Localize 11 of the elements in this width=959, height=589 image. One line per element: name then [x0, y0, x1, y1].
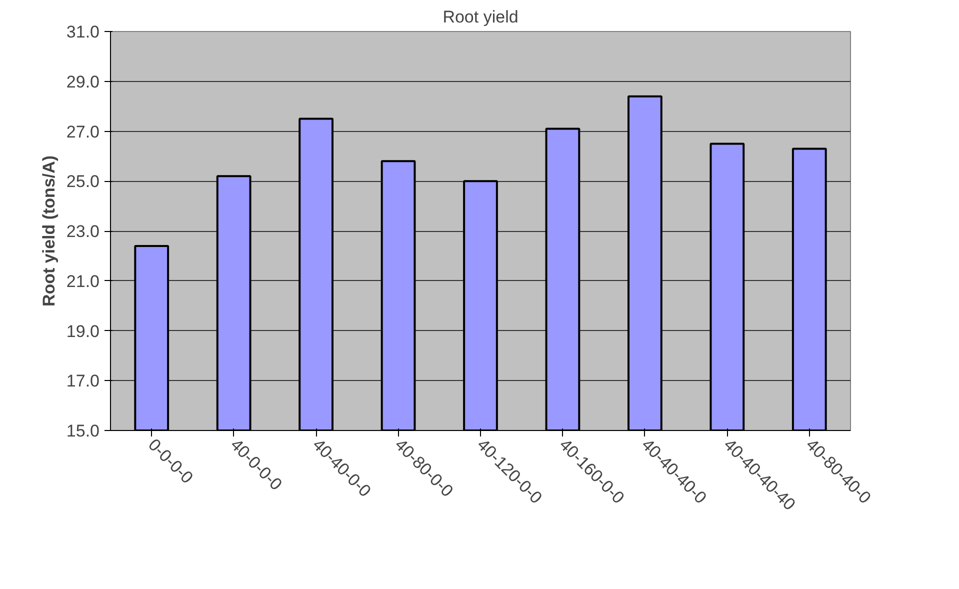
y-tick-label: 29.0: [66, 72, 100, 92]
y-tick-label: 25.0: [66, 172, 100, 192]
y-tick-label: 15.0: [66, 422, 100, 440]
y-tick-label: 23.0: [66, 222, 100, 241]
chart-title: Root yield: [442, 8, 518, 26]
y-tick-label: 19.0: [66, 322, 100, 341]
y-axis-title: Root yield (tons/A): [39, 155, 58, 307]
y-tick-label: 21.0: [66, 272, 100, 291]
y-tick-label: 27.0: [66, 122, 100, 142]
y-tick-label: 31.0: [66, 22, 100, 42]
y-tick-label: 17.0: [66, 372, 100, 391]
